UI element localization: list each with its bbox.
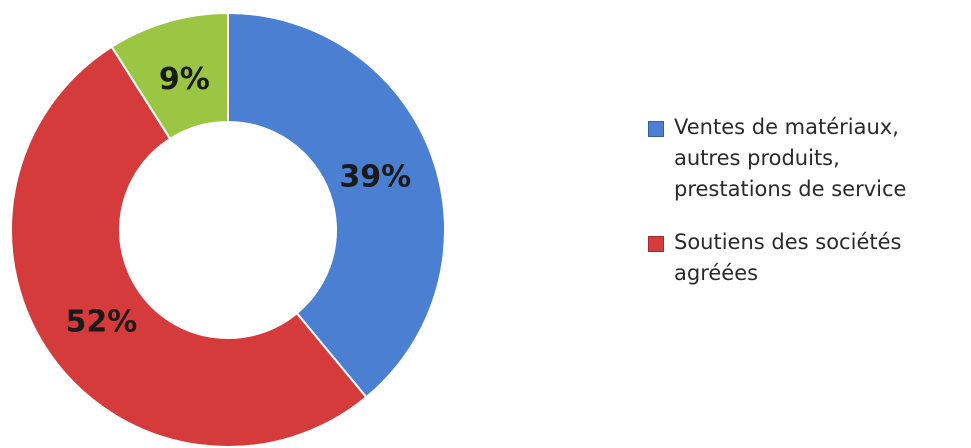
legend-swatch-soutiens [648, 236, 664, 252]
legend-item-ventes: Ventes de matériaux, autres produits, pr… [648, 112, 968, 205]
slice-ventes [227, 11, 446, 399]
slice-soutiens [10, 45, 368, 448]
data-label-soutiens: 52% [65, 304, 137, 339]
slice-autre [110, 11, 229, 141]
chart-legend: Ventes de matériaux, autres produits, pr… [648, 112, 968, 289]
legend-label-soutiens: Soutiens des sociétés agréées [674, 230, 902, 285]
legend-item-soutiens: Soutiens des sociétés agréées [648, 227, 968, 289]
legend-swatch-ventes [648, 121, 664, 137]
donut-chart: 39% 52% 9% [10, 11, 446, 448]
data-label-autre: 9% [159, 62, 210, 97]
legend-label-ventes: Ventes de matériaux, autres produits, pr… [674, 115, 907, 201]
data-label-ventes: 39% [339, 159, 411, 194]
donut-slices [10, 11, 446, 448]
data-labels: 39% 52% 9% [65, 62, 411, 339]
